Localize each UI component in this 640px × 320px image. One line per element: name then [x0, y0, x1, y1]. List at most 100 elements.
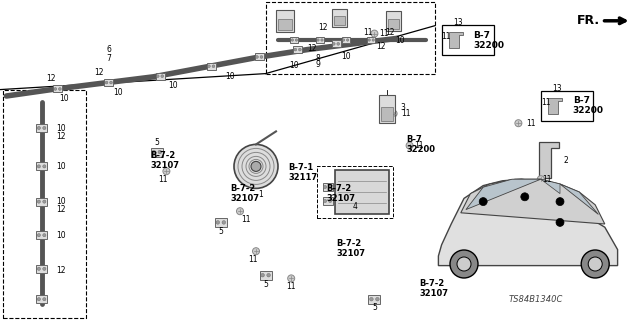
Text: B-7: B-7	[474, 30, 491, 39]
Circle shape	[515, 120, 522, 127]
Text: 5: 5	[372, 303, 377, 312]
Bar	[316, 37, 324, 43]
Bar	[332, 9, 347, 27]
Bar	[260, 271, 271, 280]
Polygon shape	[560, 184, 598, 214]
Circle shape	[479, 197, 487, 206]
Circle shape	[323, 185, 326, 188]
Circle shape	[37, 234, 40, 237]
Bar	[332, 40, 340, 47]
Circle shape	[43, 267, 46, 270]
Circle shape	[368, 39, 371, 41]
Text: 2: 2	[563, 156, 568, 164]
Bar	[291, 37, 298, 43]
Text: 6: 6	[106, 45, 111, 54]
Text: 11: 11	[415, 141, 424, 150]
Bar	[151, 148, 163, 156]
Bar	[215, 218, 227, 227]
Text: B-7-2: B-7-2	[336, 238, 361, 247]
Text: 12: 12	[319, 23, 328, 32]
Circle shape	[267, 273, 271, 277]
Text: 12: 12	[56, 205, 65, 214]
Circle shape	[237, 208, 243, 215]
Circle shape	[58, 88, 61, 90]
Circle shape	[538, 176, 544, 183]
Circle shape	[161, 75, 164, 77]
Text: B-7-2: B-7-2	[150, 150, 175, 159]
Circle shape	[109, 81, 113, 84]
Circle shape	[346, 39, 349, 41]
Text: 11: 11	[248, 255, 257, 264]
Polygon shape	[461, 179, 605, 224]
Circle shape	[332, 43, 335, 45]
Circle shape	[260, 56, 263, 58]
Text: 32200: 32200	[406, 145, 435, 154]
Text: 11: 11	[287, 282, 296, 291]
Circle shape	[37, 200, 40, 203]
Circle shape	[54, 88, 57, 90]
Circle shape	[581, 250, 609, 278]
Bar	[36, 163, 47, 171]
Text: 5: 5	[263, 280, 268, 289]
Text: B-7-2: B-7-2	[326, 184, 351, 193]
Circle shape	[37, 165, 40, 168]
Bar	[333, 16, 345, 25]
Text: 12: 12	[47, 74, 56, 83]
Circle shape	[556, 219, 564, 227]
Text: 12: 12	[95, 68, 104, 76]
Text: B-7: B-7	[573, 96, 590, 105]
Circle shape	[457, 257, 471, 271]
Text: 13: 13	[552, 84, 562, 92]
Circle shape	[521, 193, 529, 201]
Circle shape	[222, 220, 226, 224]
Bar	[317, 166, 392, 218]
Text: 11: 11	[159, 175, 168, 184]
Text: B-7-2: B-7-2	[419, 278, 444, 287]
Circle shape	[295, 39, 298, 41]
Text: 9: 9	[316, 60, 321, 69]
Bar	[255, 53, 264, 60]
Circle shape	[216, 220, 220, 224]
Circle shape	[37, 267, 40, 270]
Text: 10: 10	[395, 36, 405, 44]
Text: 10: 10	[56, 231, 66, 240]
Text: 3: 3	[400, 103, 405, 112]
Text: 12: 12	[376, 42, 385, 51]
Text: 11: 11	[442, 32, 451, 41]
Text: 11: 11	[242, 215, 251, 224]
Polygon shape	[541, 179, 560, 194]
Bar	[381, 107, 393, 121]
Bar	[276, 10, 294, 32]
Circle shape	[261, 273, 264, 277]
Text: 12: 12	[56, 266, 65, 275]
Text: B-7-1: B-7-1	[288, 163, 313, 172]
Circle shape	[371, 30, 378, 37]
Text: 32107: 32107	[326, 194, 355, 203]
Text: B-7-2: B-7-2	[230, 184, 255, 193]
Text: 13: 13	[452, 18, 463, 27]
Bar	[335, 170, 388, 214]
Text: 5: 5	[154, 138, 159, 147]
Text: 10: 10	[56, 197, 66, 206]
Text: 11: 11	[402, 109, 411, 118]
Bar	[293, 46, 302, 53]
Circle shape	[251, 161, 261, 172]
Bar	[367, 37, 375, 43]
Bar	[36, 197, 47, 206]
Text: 5: 5	[218, 228, 223, 236]
Bar	[388, 19, 399, 29]
Text: 1: 1	[259, 190, 264, 199]
Bar	[36, 265, 47, 273]
Text: 10: 10	[56, 124, 66, 132]
Bar	[278, 19, 292, 30]
Text: 4: 4	[353, 202, 358, 211]
Text: 8: 8	[316, 54, 321, 63]
Circle shape	[342, 39, 345, 41]
Text: 10: 10	[340, 52, 351, 61]
Circle shape	[105, 81, 108, 84]
Polygon shape	[449, 32, 463, 48]
Bar	[104, 79, 113, 86]
Bar	[156, 73, 164, 80]
Circle shape	[37, 298, 40, 301]
Circle shape	[376, 297, 380, 301]
